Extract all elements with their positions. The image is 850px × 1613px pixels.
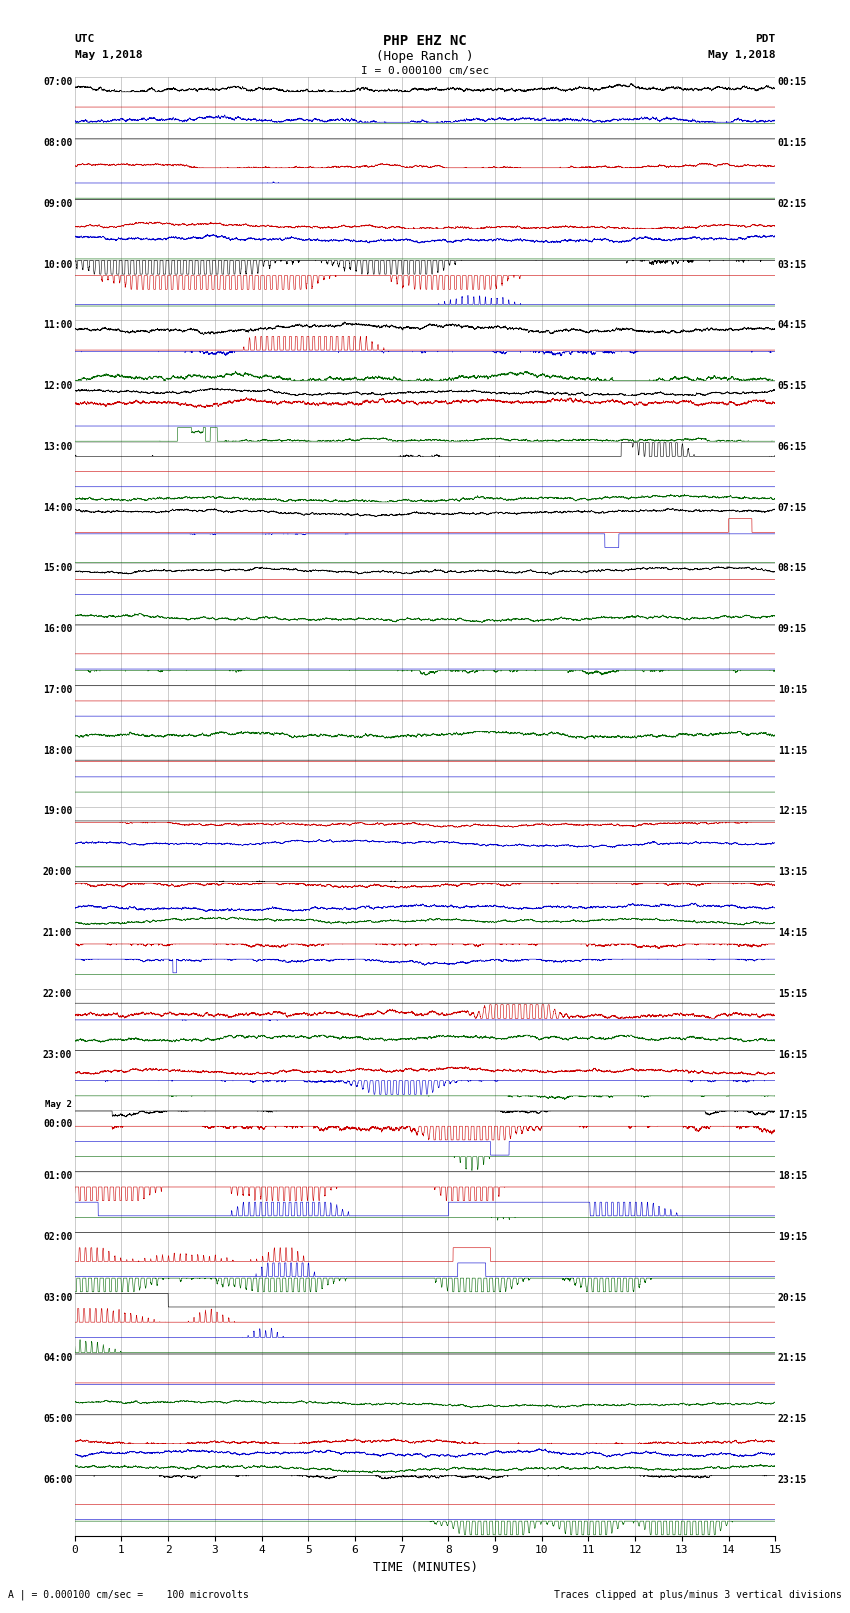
- Text: 10:15: 10:15: [778, 686, 807, 695]
- Text: 02:00: 02:00: [42, 1232, 72, 1242]
- Text: 17:00: 17:00: [42, 686, 72, 695]
- Text: 16:00: 16:00: [42, 624, 72, 634]
- X-axis label: TIME (MINUTES): TIME (MINUTES): [372, 1561, 478, 1574]
- Text: 08:00: 08:00: [42, 139, 72, 148]
- Text: 17:15: 17:15: [778, 1110, 807, 1121]
- Text: 06:00: 06:00: [42, 1474, 72, 1486]
- Text: 06:15: 06:15: [778, 442, 807, 452]
- Text: 07:00: 07:00: [42, 77, 72, 87]
- Text: 12:15: 12:15: [778, 806, 807, 816]
- Text: 14:15: 14:15: [778, 927, 807, 939]
- Text: 19:15: 19:15: [778, 1232, 807, 1242]
- Text: 14:00: 14:00: [42, 503, 72, 513]
- Text: 23:00: 23:00: [42, 1050, 72, 1060]
- Text: 15:00: 15:00: [42, 563, 72, 574]
- Text: 08:15: 08:15: [778, 563, 807, 574]
- Text: 09:00: 09:00: [42, 198, 72, 210]
- Text: 10:00: 10:00: [42, 260, 72, 269]
- Text: PDT: PDT: [755, 34, 775, 44]
- Text: 18:15: 18:15: [778, 1171, 807, 1181]
- Text: 15:15: 15:15: [778, 989, 807, 998]
- Text: 18:00: 18:00: [42, 745, 72, 756]
- Text: 16:15: 16:15: [778, 1050, 807, 1060]
- Text: 01:15: 01:15: [778, 139, 807, 148]
- Text: 20:15: 20:15: [778, 1292, 807, 1303]
- Text: 00:15: 00:15: [778, 77, 807, 87]
- Text: 22:15: 22:15: [778, 1415, 807, 1424]
- Text: 22:00: 22:00: [42, 989, 72, 998]
- Text: 05:15: 05:15: [778, 381, 807, 392]
- Text: UTC: UTC: [75, 34, 95, 44]
- Text: 12:00: 12:00: [42, 381, 72, 392]
- Text: 11:15: 11:15: [778, 745, 807, 756]
- Text: May 1,2018: May 1,2018: [708, 50, 775, 60]
- Text: 11:00: 11:00: [42, 321, 72, 331]
- Text: 19:00: 19:00: [42, 806, 72, 816]
- Text: 21:00: 21:00: [42, 927, 72, 939]
- Text: I = 0.000100 cm/sec: I = 0.000100 cm/sec: [361, 66, 489, 76]
- Text: 04:00: 04:00: [42, 1353, 72, 1363]
- Text: 03:00: 03:00: [42, 1292, 72, 1303]
- Text: 13:00: 13:00: [42, 442, 72, 452]
- Text: 03:15: 03:15: [778, 260, 807, 269]
- Text: 07:15: 07:15: [778, 503, 807, 513]
- Text: 01:00: 01:00: [42, 1171, 72, 1181]
- Text: 23:15: 23:15: [778, 1474, 807, 1486]
- Text: 00:00: 00:00: [42, 1119, 72, 1129]
- Text: May 2: May 2: [45, 1100, 72, 1108]
- Text: 09:15: 09:15: [778, 624, 807, 634]
- Text: 02:15: 02:15: [778, 198, 807, 210]
- Text: 04:15: 04:15: [778, 321, 807, 331]
- Text: PHP EHZ NC: PHP EHZ NC: [383, 34, 467, 48]
- Text: A | = 0.000100 cm/sec =    100 microvolts: A | = 0.000100 cm/sec = 100 microvolts: [8, 1589, 249, 1600]
- Text: Traces clipped at plus/minus 3 vertical divisions: Traces clipped at plus/minus 3 vertical …: [553, 1590, 842, 1600]
- Text: 13:15: 13:15: [778, 868, 807, 877]
- Text: 21:15: 21:15: [778, 1353, 807, 1363]
- Text: 20:00: 20:00: [42, 868, 72, 877]
- Text: (Hope Ranch ): (Hope Ranch ): [377, 50, 473, 63]
- Text: May 1,2018: May 1,2018: [75, 50, 142, 60]
- Text: 05:00: 05:00: [42, 1415, 72, 1424]
